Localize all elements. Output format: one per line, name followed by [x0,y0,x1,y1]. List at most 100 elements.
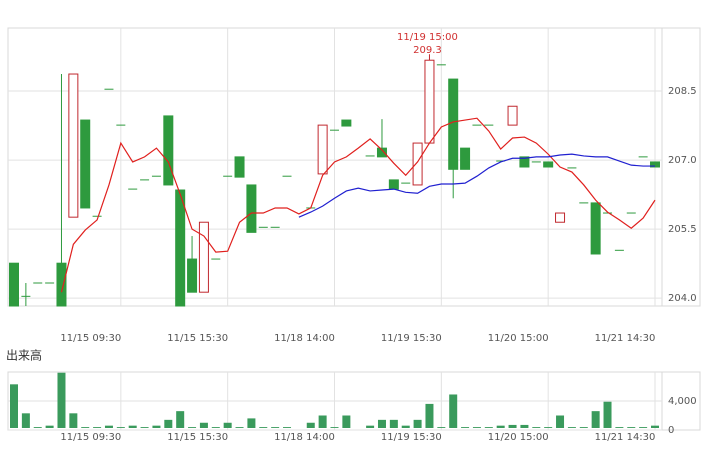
x-tick-label: 11/21 14:30 [595,333,656,344]
price-frame [7,27,701,307]
volume-bar [104,425,113,428]
y-tick-label: 205.5 [668,224,697,235]
candle-body [555,212,566,223]
y-tick-label: 207.0 [668,155,697,166]
volume-bar [413,419,422,428]
volume-bar [140,427,149,428]
moving-average-line [60,117,656,293]
volume-bar [330,427,339,428]
volume-bar [33,427,42,428]
volume-bar [449,394,458,428]
volume-bar [508,424,517,428]
candle-body [448,78,459,170]
annotation-value: 209.3 [413,45,442,56]
candle-body [460,147,471,170]
volume-bar [544,427,553,428]
volume-bar [211,427,220,428]
volume-bar [259,427,268,428]
volume-bar [627,427,636,428]
volume-bar [128,425,137,428]
volume-bar [567,427,576,428]
candle-body [543,161,554,168]
x-tick-label: 11/21 14:30 [595,432,656,443]
volume-bar [188,427,197,428]
candle-body [9,262,19,307]
candle-body [412,142,423,186]
volume-bar [45,425,54,428]
candle-body [388,179,399,190]
volume-title: 出来高 [6,348,42,363]
candle-body [650,161,660,168]
volume-bar [401,425,410,428]
x-tick-label: 11/15 09:30 [60,333,121,344]
volume-bar [591,411,600,428]
volume-bar [57,372,66,428]
volume-bar [615,427,624,428]
volume-bar [93,427,102,428]
candle-body [341,119,352,127]
volume-bar [461,427,470,428]
volume-bar [389,419,398,428]
candle-body [198,221,209,293]
volume-bar [556,415,565,428]
candle-body [163,115,174,186]
x-tick-label: 11/15 15:30 [167,432,228,443]
volume-bar [377,419,386,428]
candle-body [317,124,328,175]
candle-body [56,262,67,307]
volume-bar [10,384,18,428]
volume-bar [21,413,30,428]
volume-bar [318,415,327,428]
volume-bar [199,422,208,428]
x-tick-label: 11/19 15:30 [381,432,442,443]
annotation-label: 11/19 15:00 [397,32,458,43]
volume-bar [271,427,280,428]
volume-bar [69,413,78,428]
x-tick-label: 11/18 14:00 [274,333,335,344]
y-tick-label: 204.0 [668,293,697,304]
candle-body [590,202,601,255]
x-tick-label: 11/19 15:30 [381,333,442,344]
volume-bar [520,424,529,428]
volume-bar [342,415,351,428]
candle-body [246,184,257,233]
volume-bar [651,425,659,428]
candle-body [68,73,79,218]
y-tick-label: 4,000 [668,396,697,407]
volume-bar [639,427,648,428]
volume-bar [579,427,588,428]
volume-bar [366,425,375,428]
candle-body [376,147,387,158]
y-tick-label: 208.5 [668,86,697,97]
x-tick-label: 11/18 14:00 [274,432,335,443]
candle-body [424,59,435,144]
candle-body [507,105,518,126]
volume-bar [472,427,481,428]
volume-bar [496,425,505,428]
volume-bar [283,427,292,428]
candle-body [175,189,186,307]
x-tick-label: 11/20 15:00 [488,432,549,443]
candle-body [80,119,91,209]
volume-bar [603,401,612,428]
x-tick-label: 11/15 09:30 [60,432,121,443]
candle-body [519,156,530,168]
volume-bar [425,403,434,428]
candle-body [234,156,245,178]
volume-bar [247,418,256,428]
volume-bar [116,427,125,428]
x-tick-label: 11/15 15:30 [167,333,228,344]
volume-bar [532,427,541,428]
volume-bar [223,422,232,428]
volume-bar [164,419,173,428]
volume-bar [484,427,493,428]
volume-bar [437,427,446,428]
volume-bar [306,422,315,428]
x-tick-label: 11/20 15:00 [488,333,549,344]
moving-average-line [298,153,655,218]
y-tick-label: 0 [668,425,674,436]
volume-bar [152,425,161,428]
volume-bar [235,427,244,428]
